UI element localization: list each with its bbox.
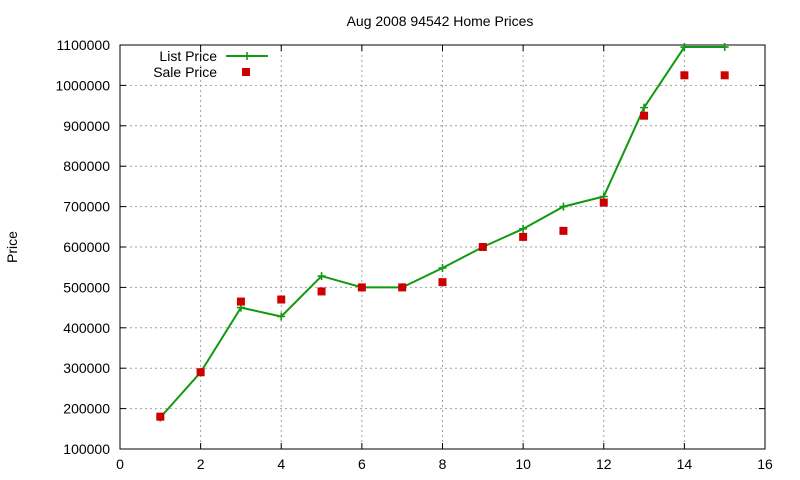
- sale-price-point: [236, 297, 245, 306]
- x-tick-label: 12: [596, 456, 612, 472]
- x-tick-label: 8: [439, 456, 447, 472]
- y-tick-label: 600000: [63, 239, 110, 255]
- sale-price-point: [357, 283, 366, 292]
- sale-price-point: [438, 278, 447, 287]
- list-price-point: [277, 312, 286, 321]
- sale-price-point: [478, 243, 487, 251]
- sale-price-point: [559, 226, 568, 235]
- sale-price-point: [398, 283, 407, 292]
- y-tick-label: 800000: [63, 158, 110, 174]
- sale-price-point: [277, 295, 286, 304]
- x-tick-label: 10: [515, 456, 531, 472]
- sale-price-point: [317, 287, 326, 296]
- sale-price-point: [156, 412, 165, 421]
- sale-price-point: [599, 198, 608, 207]
- y-tick-label: 1100000: [57, 37, 111, 53]
- list-price-point: [317, 272, 326, 281]
- list-price-point: [640, 103, 649, 112]
- legend-swatch-plus: [243, 52, 251, 60]
- list-price-point: [519, 224, 528, 233]
- x-tick-label: 2: [197, 456, 205, 472]
- y-axis-label: Price: [4, 231, 20, 263]
- y-tick-label: 400000: [63, 320, 110, 336]
- x-tick-label: 4: [277, 456, 285, 472]
- x-tick-label: 16: [757, 456, 773, 472]
- list-price-point: [438, 264, 447, 273]
- grid: [120, 45, 765, 449]
- legend-label-list-price: List Price: [159, 48, 217, 64]
- legend-swatch-square: [242, 68, 250, 76]
- sale-price-point: [720, 71, 729, 80]
- series-group: [156, 43, 729, 422]
- sale-price-point: [196, 368, 205, 377]
- chart-title: Aug 2008 94542 Home Prices: [347, 13, 534, 29]
- x-tick-label: 14: [677, 456, 693, 472]
- x-tick-label: 0: [116, 456, 124, 472]
- list-price-point: [559, 202, 568, 211]
- y-tick-label: 100000: [63, 441, 110, 457]
- legend-label-sale-price: Sale Price: [153, 64, 217, 80]
- series-list-price: [156, 43, 729, 422]
- list-price-point: [720, 43, 729, 52]
- y-tick-label: 500000: [63, 279, 110, 295]
- y-tick-label: 200000: [63, 401, 110, 417]
- y-tick-label: 1000000: [55, 77, 110, 93]
- axes: 0 2 4 6 8 10 12 14 16 100000 200000 300000 400000 500…: [55, 37, 773, 472]
- list-price-point: [680, 43, 689, 52]
- series-sale-price: [156, 71, 729, 421]
- sale-price-point: [640, 111, 649, 120]
- y-tick-label: 900000: [63, 118, 110, 134]
- x-tick-label: 6: [358, 456, 366, 472]
- sale-price-point: [519, 232, 528, 241]
- y-tick-label: 700000: [63, 199, 110, 215]
- sale-price-point: [680, 71, 689, 80]
- y-tick-label: 300000: [63, 360, 110, 376]
